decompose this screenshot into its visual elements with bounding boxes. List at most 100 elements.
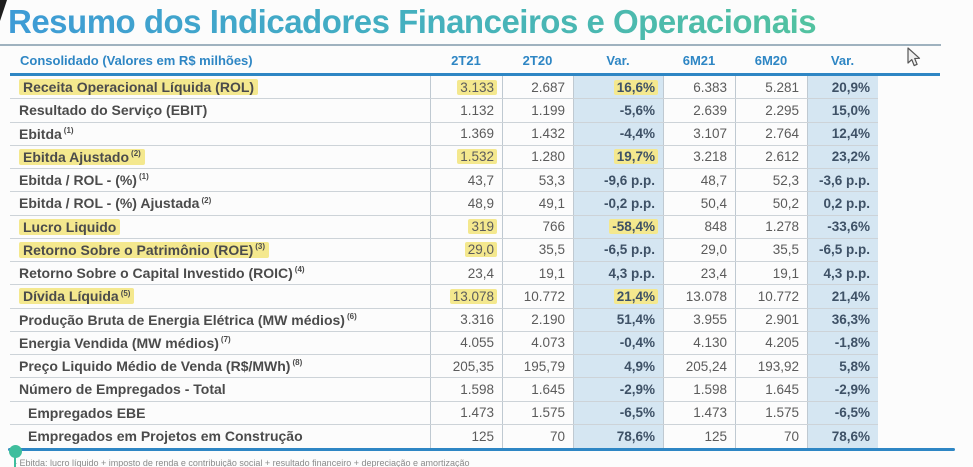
cell-var-6m: -33,6% <box>807 215 878 238</box>
footnote-marker: (1) <box>63 125 74 135</box>
page-title: Resumo dos Indicadores Financeiros e Ope… <box>8 0 817 43</box>
footnote-marker: (6) <box>346 311 357 321</box>
cell-var-6m: -2,9% <box>807 378 878 401</box>
cell-var-q: -6,5 p.p. <box>573 238 663 261</box>
cell-var-6m: 15,0% <box>807 99 878 122</box>
cell-var-q: -5,6% <box>573 99 663 122</box>
cell-var-q: 51,4% <box>573 308 663 331</box>
footnote-marker: (2) <box>201 195 212 205</box>
cell-2t20: 1.645 <box>502 378 573 401</box>
cell-2t21: 205,35 <box>430 355 502 378</box>
cell-var-6m: 20,9% <box>807 76 878 99</box>
cell-2t21: 48,9 <box>430 192 502 215</box>
corner-artifact <box>0 0 7 21</box>
cell-2t20: 1.575 <box>502 401 573 424</box>
row-label: Ebitda (1) <box>19 125 74 142</box>
table-header-row: Consolidado (Valores em R$ milhões) 2T21… <box>10 48 878 73</box>
row-label: Número de Empregados - Total <box>19 381 226 398</box>
column-header-var-6m: Var. <box>830 53 855 68</box>
cell-2t20: 35,5 <box>502 238 573 261</box>
cell-var-q: -2,9% <box>573 378 663 401</box>
indicators-table: Receita Operacional Líquida (ROL) 3.133 2.… <box>10 76 878 448</box>
cell-6m20: 70 <box>735 424 807 448</box>
cell-var-q: 19,7% <box>573 145 663 168</box>
column-header-6m21: 6M21 <box>682 53 716 68</box>
cell-var-q: -9,6 p.p. <box>573 169 663 192</box>
cell-var-6m: -1,8% <box>807 331 878 354</box>
cell-var-q: -4,4% <box>573 122 663 145</box>
row-label: Ebitda / ROL - (%) Ajustada (2) <box>19 195 212 212</box>
cell-var-6m: -6,5% <box>807 401 878 424</box>
table-row: Energia Vendida (MW médios) (7) 4.055 4.073… <box>10 331 878 355</box>
footnote-marker: (1) <box>138 172 149 182</box>
cell-6m21: 4.130 <box>663 331 735 354</box>
selection-handle[interactable] <box>9 445 22 467</box>
cell-2t20: 70 <box>502 424 573 448</box>
cell-6m20: 35,5 <box>735 238 807 261</box>
cell-2t20: 1.280 <box>502 145 573 168</box>
footnote-marker: (4) <box>294 265 305 275</box>
cell-var-q: -0,4% <box>573 331 663 354</box>
cell-var-q: -58,4% <box>573 215 663 238</box>
cell-2t20: 10.772 <box>502 285 573 308</box>
table-header-label: Consolidado (Valores em R$ milhões) <box>20 53 253 68</box>
cell-6m21: 6.383 <box>663 76 735 99</box>
cell-2t21: 125 <box>430 424 502 448</box>
table-row: Preço Liquido Médio de Venda (R$/MWh) (8)… <box>10 355 878 379</box>
table-row: Retorno Sobre o Patrimônio (ROE) (3) 29,0 3… <box>10 238 878 262</box>
table-row: Empregados EBE 1.473 1.575 -6,5% 1.473 1.575-… <box>10 401 878 425</box>
cell-var-q: -6,5% <box>573 401 663 424</box>
cell-2t21: 13.078 <box>430 285 502 308</box>
row-label: Ebitda / ROL - (%) (1) <box>19 172 149 189</box>
cell-6m21: 3.107 <box>663 122 735 145</box>
cell-2t21: 1.369 <box>430 122 502 145</box>
cell-var-q: 16,6% <box>573 76 663 99</box>
cell-6m21: 48,7 <box>663 169 735 192</box>
column-header-var-q: Var. <box>606 53 630 68</box>
cell-2t21: 1.473 <box>430 401 502 424</box>
cell-var-6m: -6,5 p.p. <box>807 238 878 261</box>
cell-var-q: 4,3 p.p. <box>573 262 663 285</box>
row-label: Retorno Sobre o Capital Investido (ROIC)… <box>19 265 305 282</box>
cell-6m21: 50,4 <box>663 192 735 215</box>
cell-var-6m: 0,2 p.p. <box>807 192 878 215</box>
cell-2t20: 2.687 <box>502 76 573 99</box>
cell-var-q: 4,9% <box>573 355 663 378</box>
row-label: Receita Operacional Líquida (ROL) <box>10 76 430 98</box>
row-label: Resultado do Serviço (EBIT) <box>19 102 208 119</box>
table-row: Dívida Líquida (5) 13.078 10.772 21,4% 13.078… <box>10 285 878 309</box>
cell-6m21: 1.473 <box>663 401 735 424</box>
cell-6m20: 2.612 <box>735 145 807 168</box>
table-row: Ebitda / ROL - (%) Ajustada (2) 48,9 49,1 -0… <box>10 192 878 216</box>
cell-var-q: 78,6% <box>573 424 663 448</box>
cell-2t20: 1.199 <box>502 99 573 122</box>
cell-6m21: 205,24 <box>663 355 735 378</box>
row-label: Energia Vendida (MW médios) (7) <box>19 334 231 351</box>
cell-6m20: 50,2 <box>735 192 807 215</box>
cell-2t20: 195,79 <box>502 355 573 378</box>
table-row: Ebitda / ROL - (%) (1) 43,7 53,3 -9,6 p.p. 48… <box>10 169 878 193</box>
cell-2t20: 766 <box>502 215 573 238</box>
cell-6m21: 2.639 <box>663 99 735 122</box>
column-header-6m20: 6M20 <box>754 53 788 68</box>
column-header-2t21: 2T21 <box>451 53 481 68</box>
cell-2t20: 4.073 <box>502 331 573 354</box>
footnote: ¹ Ebitda: lucro líquido + imposto de ren… <box>14 458 470 467</box>
cell-6m20: 1.575 <box>735 401 807 424</box>
row-label: Preço Liquido Médio de Venda (R$/MWh) (8) <box>19 358 303 375</box>
cell-2t21: 4.055 <box>430 331 502 354</box>
cell-6m21: 125 <box>663 424 735 448</box>
cell-6m21: 3.955 <box>663 308 735 331</box>
column-header-2t20: 2T20 <box>522 53 553 68</box>
cell-var-6m: 5,8% <box>807 355 878 378</box>
cell-2t20: 19,1 <box>502 262 573 285</box>
table-row: Ebitda (1) 1.369 1.432 -4,4% 3.107 2.764 12,4% <box>10 122 878 146</box>
cell-var-6m: 21,4% <box>807 285 878 308</box>
table-row: Produção Bruta de Energia Elétrica (MW m… <box>10 308 878 332</box>
header-rule <box>10 73 940 76</box>
cell-2t21: 319 <box>430 215 502 238</box>
cell-6m20: 2.764 <box>735 122 807 145</box>
cell-6m20: 4.205 <box>735 331 807 354</box>
cell-var-6m: 78,6% <box>807 424 878 448</box>
